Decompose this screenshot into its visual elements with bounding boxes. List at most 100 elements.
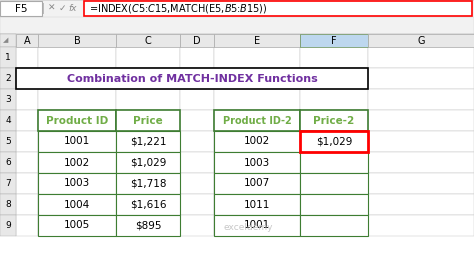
Bar — [214, 110, 300, 131]
Text: Combination of MATCH-INDEX Functions: Combination of MATCH-INDEX Functions — [67, 74, 318, 84]
Bar — [84, 1, 472, 16]
Bar — [16, 152, 38, 173]
Text: F: F — [331, 35, 337, 46]
Text: C: C — [145, 35, 151, 46]
Text: $1,616: $1,616 — [130, 199, 166, 210]
Text: B: B — [73, 35, 81, 46]
Bar — [300, 194, 368, 215]
Bar — [368, 215, 474, 236]
Bar — [16, 68, 38, 89]
Bar — [116, 194, 180, 215]
Bar — [214, 131, 300, 152]
Bar — [16, 110, 38, 131]
Bar — [368, 89, 474, 110]
Text: 2: 2 — [5, 74, 11, 83]
Bar — [116, 89, 180, 110]
Bar — [16, 89, 38, 110]
Bar — [116, 47, 180, 68]
Bar — [300, 194, 368, 215]
Text: 5: 5 — [5, 137, 11, 146]
Bar — [368, 34, 474, 47]
Bar — [16, 215, 38, 236]
Text: 1003: 1003 — [244, 157, 270, 167]
Bar — [0, 110, 16, 131]
Bar — [38, 173, 116, 194]
Bar — [38, 152, 116, 173]
Text: 1005: 1005 — [64, 221, 90, 231]
Text: D: D — [193, 35, 201, 46]
Bar — [0, 215, 16, 236]
Bar — [368, 131, 474, 152]
Bar — [0, 34, 16, 47]
Text: 6: 6 — [5, 158, 11, 167]
Bar — [16, 34, 38, 47]
Text: 1: 1 — [5, 53, 11, 62]
Bar — [38, 131, 116, 152]
Text: Product ID: Product ID — [46, 116, 108, 125]
Bar — [214, 173, 300, 194]
Bar — [0, 194, 16, 215]
Bar — [38, 110, 116, 131]
Text: F5: F5 — [15, 3, 27, 14]
Bar — [214, 194, 300, 215]
Text: 1007: 1007 — [244, 178, 270, 188]
Bar — [300, 173, 368, 194]
Bar — [116, 194, 180, 215]
Bar — [180, 194, 214, 215]
Bar — [116, 173, 180, 194]
Bar — [16, 47, 38, 68]
Bar — [300, 131, 368, 152]
Bar — [214, 89, 300, 110]
Text: E: E — [254, 35, 260, 46]
Bar — [0, 1, 42, 16]
Bar — [116, 152, 180, 173]
Bar — [0, 34, 474, 47]
Bar — [38, 34, 116, 47]
Bar — [38, 173, 116, 194]
Bar — [368, 110, 474, 131]
Bar — [368, 173, 474, 194]
Bar — [368, 68, 474, 89]
Bar — [116, 152, 180, 173]
Bar — [0, 0, 474, 17]
Text: 1011: 1011 — [244, 199, 270, 210]
Bar — [180, 47, 214, 68]
Bar — [0, 152, 16, 173]
Text: exceldemy: exceldemy — [224, 223, 273, 232]
Text: =INDEX($C$5:$C$15,MATCH(E5,$B$5:$B$15)): =INDEX($C$5:$C$15,MATCH(E5,$B$5:$B$15)) — [89, 2, 268, 15]
Bar — [116, 34, 180, 47]
Text: 1002: 1002 — [244, 137, 270, 146]
Bar — [300, 89, 368, 110]
Bar — [38, 194, 116, 215]
Bar — [116, 68, 180, 89]
Bar — [300, 215, 368, 236]
Bar — [38, 47, 116, 68]
Text: 1004: 1004 — [64, 199, 90, 210]
Text: 9: 9 — [5, 221, 11, 230]
Text: 3: 3 — [5, 95, 11, 104]
Text: Price-2: Price-2 — [313, 116, 355, 125]
Text: $1,029: $1,029 — [316, 137, 352, 146]
Bar — [300, 131, 368, 152]
Text: Price: Price — [133, 116, 163, 125]
Bar — [0, 173, 16, 194]
Bar — [16, 131, 38, 152]
Bar — [368, 194, 474, 215]
Bar — [214, 152, 300, 173]
Bar — [180, 34, 214, 47]
Bar — [214, 68, 300, 89]
Bar — [300, 68, 368, 89]
Bar — [368, 47, 474, 68]
Bar — [300, 34, 368, 47]
Text: 1001: 1001 — [244, 221, 270, 231]
Text: 4: 4 — [5, 116, 11, 125]
Bar — [300, 173, 368, 194]
Bar — [214, 110, 300, 131]
Text: $895: $895 — [135, 221, 161, 231]
Bar — [38, 68, 116, 89]
Bar — [116, 110, 180, 131]
Bar — [116, 131, 180, 152]
Bar — [180, 131, 214, 152]
Bar — [16, 68, 368, 89]
Bar — [214, 34, 300, 47]
